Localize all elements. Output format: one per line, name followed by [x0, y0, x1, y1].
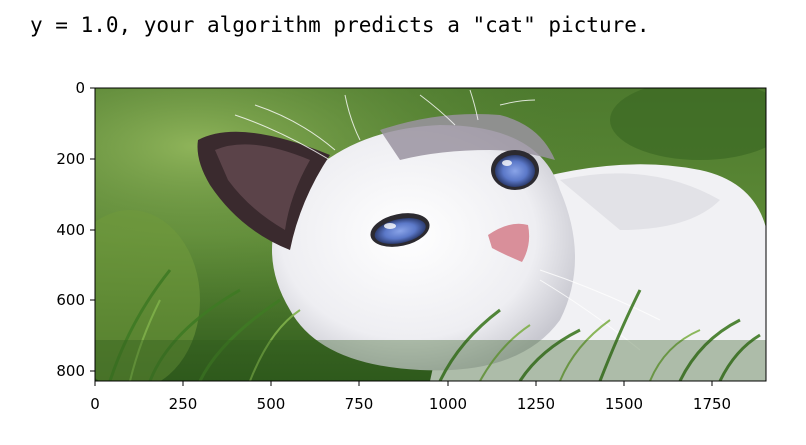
x-tick-label: 250	[169, 395, 198, 413]
y-tick-label: 400	[56, 221, 85, 239]
x-tick-label: 0	[90, 395, 100, 413]
y-tick-label: 800	[56, 362, 85, 380]
x-tick-label: 1000	[429, 395, 467, 413]
y-tick-label: 200	[56, 150, 85, 168]
x-tick-label: 500	[257, 395, 286, 413]
x-tick-label: 1250	[517, 395, 555, 413]
y-tick-label: 0	[75, 79, 85, 97]
y-tick-label: 600	[56, 291, 85, 309]
plot-frame	[94, 87, 767, 382]
prediction-output-text: y = 1.0, your algorithm predicts a "cat"…	[30, 13, 650, 37]
x-tick-label: 1750	[693, 395, 731, 413]
cat-photo	[95, 88, 766, 381]
x-tick-label: 1500	[605, 395, 643, 413]
x-tick-label: 750	[345, 395, 374, 413]
y-axis	[90, 87, 95, 372]
x-axis	[94, 381, 713, 386]
